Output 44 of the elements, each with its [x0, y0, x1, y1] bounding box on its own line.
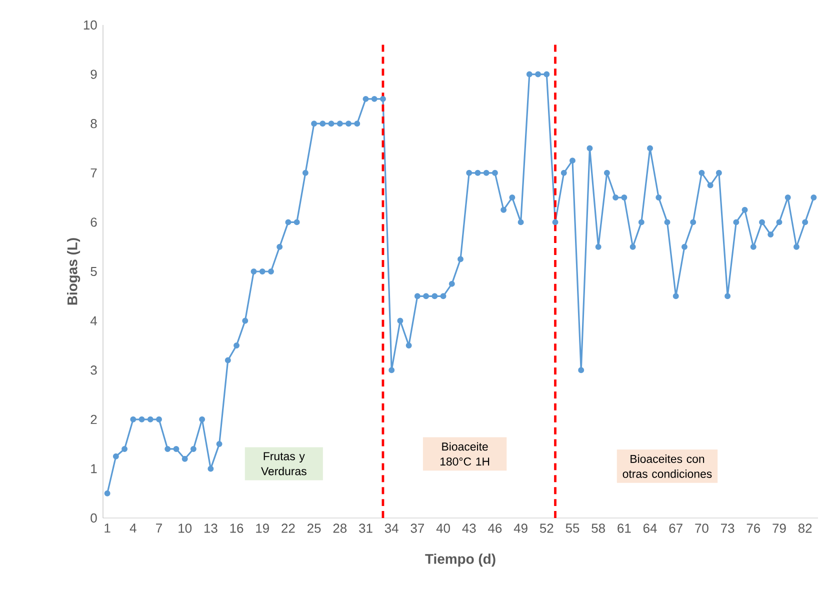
x-tick-label: 46: [488, 524, 502, 533]
y-tick-label: 1: [91, 464, 97, 474]
annotation: Frutas y Verduras: [261, 452, 306, 476]
x-tick-label: 58: [592, 524, 605, 533]
annotation: Bioaceites con otras condiciones: [622, 454, 712, 478]
x-tick-label: 55: [566, 524, 580, 533]
x-tick-label: 70: [695, 524, 708, 533]
x-tick-label: 82: [798, 524, 812, 533]
x-tick-label: 1: [104, 524, 110, 533]
x-tick-label: 19: [256, 524, 269, 533]
y-tick-label: 10: [84, 20, 97, 30]
x-tick-label: 40: [436, 524, 450, 533]
y-tick-label: 4: [90, 316, 97, 326]
y-tick-label: 3: [90, 366, 97, 375]
y-tick-label: 5: [90, 266, 97, 276]
x-tick-label: 25: [308, 524, 321, 533]
y-tick-label: 7: [90, 168, 97, 178]
x-tick-label: 67: [669, 524, 682, 533]
x-tick-label: 49: [514, 524, 528, 533]
y-tick-label: 0: [90, 513, 97, 523]
x-tick-label: 31: [359, 524, 372, 533]
x-tick-label: 43: [462, 524, 476, 533]
x-tick-label: 34: [384, 524, 398, 533]
x-tick-label: 22: [282, 524, 295, 533]
x-tick-label: 4: [130, 524, 136, 533]
y-tick-label: 6: [90, 218, 97, 227]
x-tick-label: 64: [643, 524, 657, 533]
y-tick-label: 2: [90, 414, 97, 424]
y-axis-title: Biogas (L): [67, 238, 80, 305]
x-tick-label: 7: [156, 524, 162, 533]
x-tick-label: 73: [721, 524, 734, 533]
x-tick-label: 28: [333, 524, 347, 533]
annotation: Bioaceite 180°C 1H: [440, 442, 490, 466]
x-tick-label: 37: [410, 524, 424, 533]
x-tick-label: 76: [746, 524, 760, 533]
y-tick-label: 9: [90, 70, 97, 79]
x-tick-label: 13: [204, 524, 218, 533]
x-axis-title: Tiempo (d): [425, 554, 496, 567]
x-tick-label: 52: [540, 524, 554, 533]
x-tick-label: 79: [772, 524, 786, 533]
y-tick-label: 8: [90, 119, 97, 128]
x-tick-label: 61: [618, 524, 631, 533]
x-tick-label: 16: [230, 524, 244, 533]
x-tick-label: 10: [178, 524, 192, 533]
